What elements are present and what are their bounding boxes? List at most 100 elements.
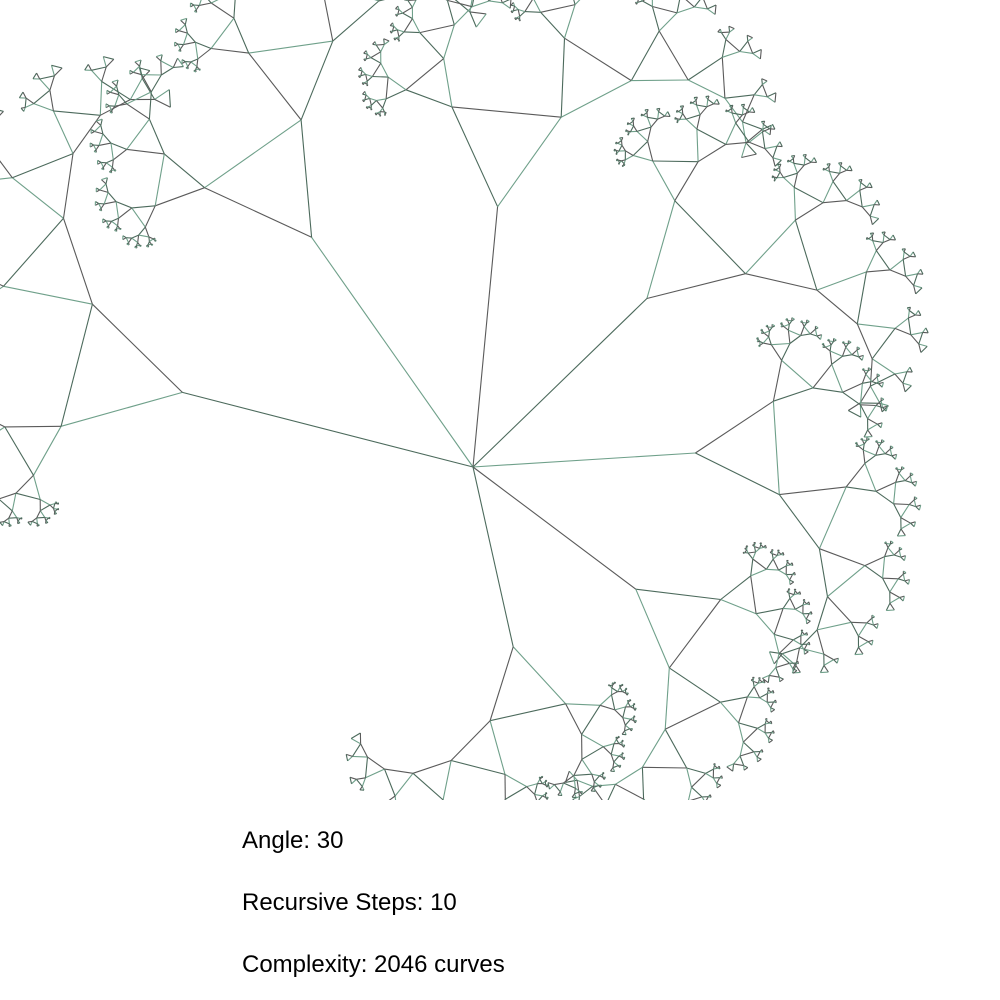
fractal-curve xyxy=(195,68,200,71)
fractal-curve xyxy=(621,145,626,152)
fractal-curve xyxy=(761,84,768,97)
fractal-curve xyxy=(557,791,561,796)
fractal-curve xyxy=(547,782,555,786)
fractal-curve xyxy=(150,74,162,93)
fractal-curve xyxy=(716,784,722,789)
fractal-curve xyxy=(871,328,896,360)
fractal-curve xyxy=(898,550,902,558)
fractal-curve xyxy=(701,796,705,800)
fractal-curve xyxy=(744,549,748,553)
fractal-curve xyxy=(380,62,389,78)
fractal-curve xyxy=(181,61,186,64)
fractal-curve xyxy=(713,98,718,105)
fractal-curve xyxy=(574,791,581,795)
fractal-curve xyxy=(799,591,802,595)
fractal-curve xyxy=(110,143,114,160)
fractal-curve xyxy=(148,91,152,120)
fractal-curve xyxy=(33,103,54,112)
fractal-curve xyxy=(658,111,666,117)
fractal-curve xyxy=(873,199,878,205)
fractal-curve xyxy=(786,320,790,325)
fractal-curve xyxy=(149,238,154,243)
fractal-curve xyxy=(842,354,853,357)
fractal-curve xyxy=(99,189,109,193)
fractal-curve xyxy=(729,28,735,33)
fractal-curve xyxy=(187,61,192,67)
fractal-curve xyxy=(788,329,801,337)
fractal-curve xyxy=(139,59,142,67)
fractal-curve xyxy=(753,751,758,758)
fractal-curve xyxy=(705,772,714,779)
fractal-curve xyxy=(889,591,900,598)
fractal-curve xyxy=(618,163,620,165)
fractal-curve xyxy=(842,382,863,393)
fractal-curve xyxy=(866,269,890,273)
fractal-curve xyxy=(8,525,12,528)
fractal-curve xyxy=(637,0,643,3)
fractal-curve xyxy=(695,104,701,115)
fractal-curve xyxy=(534,794,538,800)
fractal-curve xyxy=(918,505,922,511)
fractal-curve xyxy=(18,91,24,99)
fractal-curve xyxy=(727,110,733,114)
fractal-curve xyxy=(862,381,873,384)
fractal-tree-canvas xyxy=(0,0,929,800)
fractal-curve xyxy=(832,172,841,182)
fractal-curve xyxy=(138,67,143,79)
fractal-curve xyxy=(739,741,744,757)
fractal-curve xyxy=(559,791,563,796)
fractal-curve xyxy=(761,78,763,85)
fractal-curve xyxy=(599,704,615,711)
fractal-curve xyxy=(111,79,119,83)
fractal-curve xyxy=(772,555,778,560)
fractal-curve xyxy=(650,118,659,128)
fractal-curve xyxy=(839,169,847,174)
fractal-curve xyxy=(800,634,805,637)
fractal-curve xyxy=(725,141,750,145)
fractal-curve xyxy=(762,128,770,133)
fractal-curve xyxy=(393,25,398,31)
fractal-curve xyxy=(106,91,111,95)
fractal-curve xyxy=(540,4,576,13)
fractal-curve xyxy=(792,639,802,645)
fractal-curve xyxy=(610,754,615,763)
fractal-curve xyxy=(762,677,769,684)
fractal-curve xyxy=(233,17,250,54)
fractal-curve xyxy=(778,639,794,654)
fractal-curve xyxy=(359,786,363,791)
fractal-curve xyxy=(193,70,197,73)
fractal-curve xyxy=(709,794,712,798)
fractal-curve xyxy=(875,400,882,406)
fractal-curve xyxy=(786,564,791,567)
fractal-curve xyxy=(502,0,510,4)
fractal-curve xyxy=(816,334,822,337)
fractal-curve xyxy=(576,780,581,797)
fractal-curve xyxy=(365,94,371,99)
fractal-curve xyxy=(803,326,811,335)
fractal-curve xyxy=(565,779,578,783)
fractal-curve xyxy=(39,78,51,91)
fractal-curve xyxy=(51,64,63,69)
fractal-curve xyxy=(864,454,877,464)
fractal-curve xyxy=(89,144,94,148)
fractal-curve xyxy=(156,54,163,58)
fractal-curve xyxy=(747,40,754,54)
fractal-curve xyxy=(793,173,798,188)
fractal-curve xyxy=(792,635,802,641)
fractal-curve xyxy=(747,696,760,699)
fractal-curve xyxy=(713,767,718,770)
fractal-curve xyxy=(891,455,896,460)
fractal-curve xyxy=(590,787,594,792)
fractal-curve xyxy=(889,258,904,271)
fractal-curve xyxy=(111,81,117,87)
fractal-curve xyxy=(868,367,872,370)
fractal-curve xyxy=(768,737,773,741)
fractal-curve xyxy=(407,0,417,2)
fractal-curve xyxy=(735,122,750,143)
fractal-curve xyxy=(647,126,652,142)
fractal-curve xyxy=(447,0,473,8)
fractal-curve xyxy=(909,251,914,257)
fractal-curve xyxy=(412,772,444,800)
fractal-curve xyxy=(350,738,361,745)
fractal-curve xyxy=(895,480,906,483)
